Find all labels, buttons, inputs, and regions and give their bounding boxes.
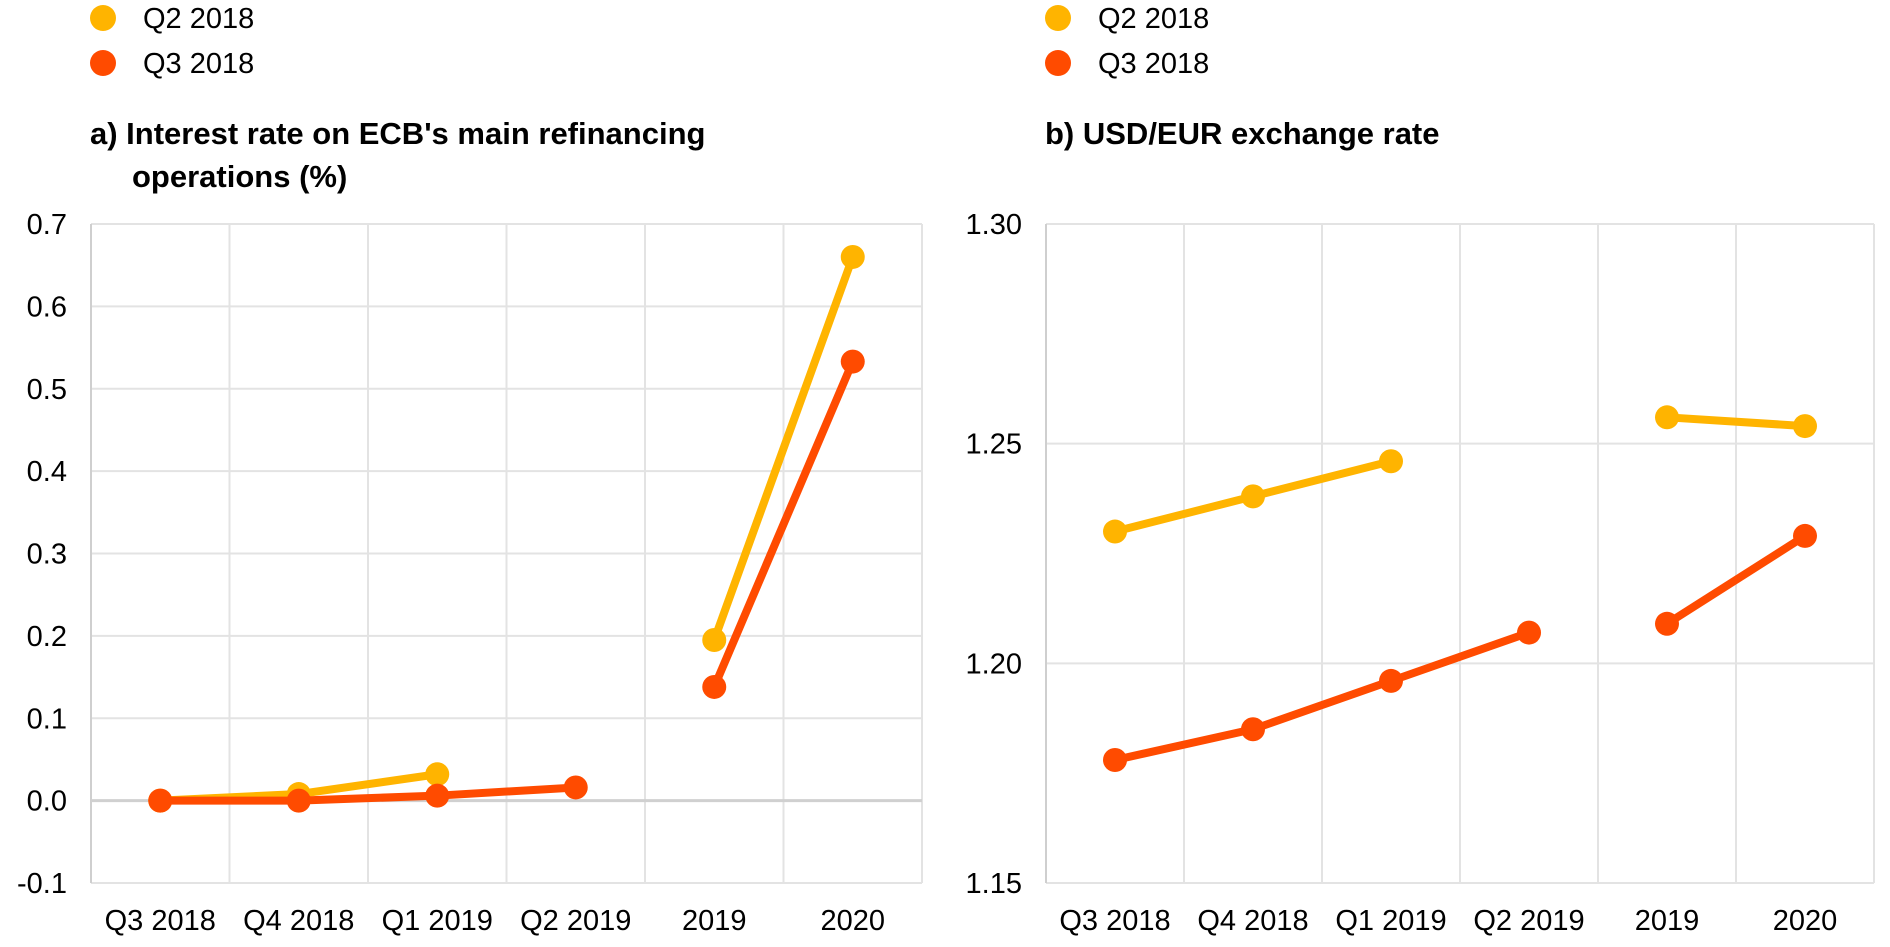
data-point-0 [1241,484,1265,509]
x-tick-label: Q1 2019 [382,905,493,937]
data-point-0 [702,627,727,652]
series-line-0 [710,255,857,642]
x-tick-label: Q4 2018 [1197,905,1308,937]
series-line-0 [1666,413,1806,431]
y-tick-label: 0.0 [27,786,67,818]
y-tick-label: -0.1 [17,868,67,900]
y-tick-label: 0.2 [27,621,67,653]
y-tick-label: 0.1 [27,703,67,735]
y-tick-label: 1.25 [966,429,1022,461]
series-line-1 [1664,532,1808,628]
legend-label: Q3 2018 [1098,48,1209,80]
data-point-0 [1379,449,1403,474]
panel-a: Q2 2018 Q3 2018 a) Interest rate on ECB's … [17,3,923,937]
legend-marker-1 [1045,50,1071,76]
series-line-1 [710,359,857,689]
x-tick-label: Q3 2018 [105,905,216,937]
data-point-1 [1241,717,1265,742]
y-tick-label: 0.3 [27,539,67,571]
data-point-1 [1379,668,1403,693]
data-point-1 [1655,611,1679,636]
legend-label: Q2 2018 [1098,3,1209,35]
x-tick-label: 2019 [1635,905,1700,937]
series-line-1 [160,783,576,805]
data-point-1 [563,775,588,800]
y-tick-label: 0.6 [27,291,67,323]
chart-title-line: b) USD/EUR exchange rate [1045,116,1440,151]
data-point-1 [1517,620,1541,645]
data-point-1 [1103,747,1127,772]
chart-title-line: a) Interest rate on ECB's main refinanci… [90,116,705,151]
data-point-1 [286,788,311,813]
legend-marker-0 [1045,5,1071,31]
data-point-0 [1793,414,1817,439]
panel-b: Q2 2018 Q3 2018 b) USD/EUR exchange rate 1.… [966,3,1875,937]
data-point-1 [702,674,727,699]
data-point-0 [1103,519,1127,544]
legend-label: Q3 2018 [143,48,254,80]
x-tick-label: Q2 2019 [1473,905,1584,937]
y-tick-label: 1.20 [966,648,1022,680]
data-point-0 [425,762,450,787]
x-tick-label: Q4 2018 [243,905,354,937]
data-point-0 [840,244,865,269]
chart-title-line: operations (%) [132,159,347,194]
y-tick-label: 0.5 [27,374,67,406]
legend-label: Q2 2018 [143,3,254,35]
x-tick-label: Q2 2019 [520,905,631,937]
legend-marker-1 [90,50,116,76]
x-tick-label: 2019 [682,905,747,937]
series-line-1 [1114,628,1531,764]
x-tick-label: Q3 2018 [1059,905,1170,937]
data-point-1 [1793,523,1817,548]
x-tick-label: Q1 2019 [1335,905,1446,937]
x-tick-label: 2020 [1773,905,1838,937]
legend-marker-0 [90,5,116,31]
y-tick-label: 0.4 [27,456,67,488]
data-point-1 [840,349,865,374]
data-point-1 [148,788,173,813]
data-point-1 [425,783,450,808]
y-tick-label: 1.15 [966,868,1022,900]
x-tick-label: 2020 [820,905,885,937]
y-tick-label: 1.30 [966,209,1022,241]
y-tick-label: 0.7 [27,209,67,241]
data-point-0 [1655,405,1679,430]
